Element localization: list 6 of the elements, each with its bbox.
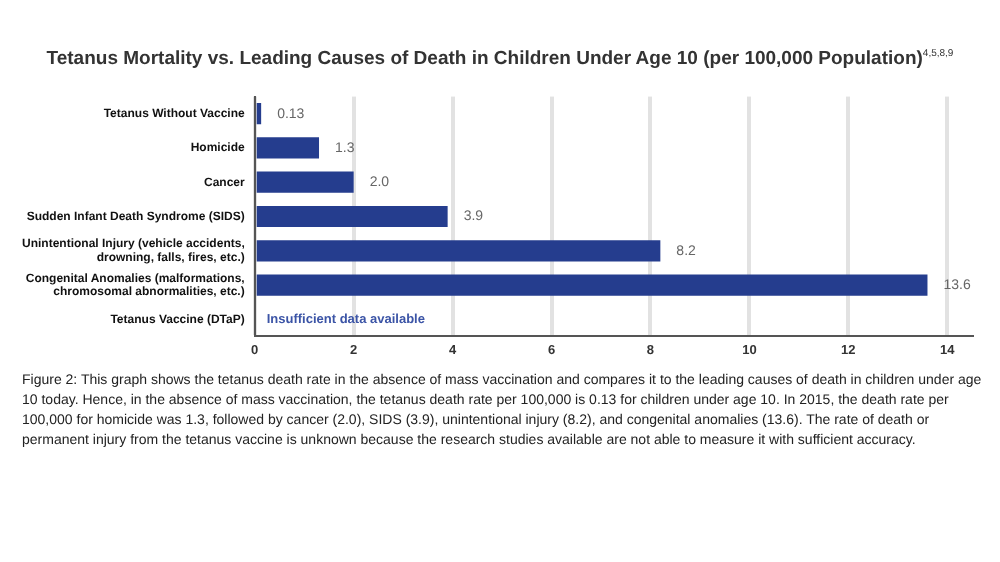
- bar: [256, 240, 661, 262]
- chart-title: Tetanus Mortality vs. Leading Causes of Death in Children Under Age 10 (per 100,000 Population)$^{4,5,8,9}$: [44, 48, 956, 71]
- bar: [256, 274, 928, 296]
- bar: [256, 171, 354, 193]
- bar: [256, 137, 320, 159]
- bar: [256, 205, 448, 228]
